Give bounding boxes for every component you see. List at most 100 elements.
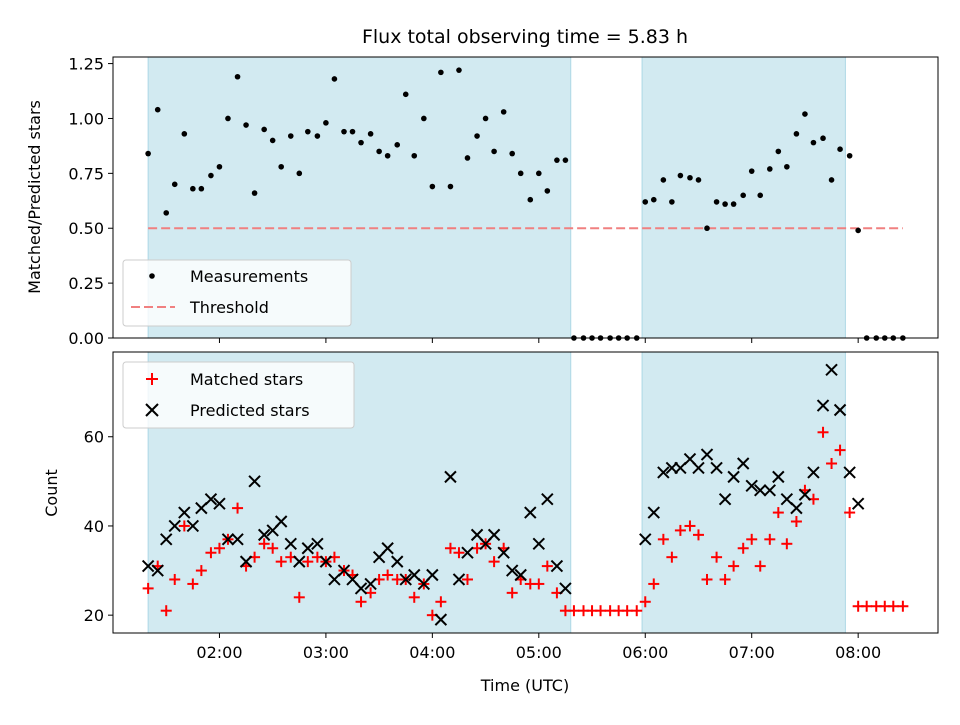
predicted-star-point xyxy=(790,501,803,515)
x-stroke-b xyxy=(780,492,794,506)
legend-matched-label: Matched stars xyxy=(190,370,303,389)
predicted-star-point xyxy=(328,573,341,586)
measurement-point xyxy=(660,177,667,183)
x-stroke-b xyxy=(301,542,315,555)
predicted-star-point xyxy=(301,542,315,555)
measurement-point xyxy=(438,69,444,76)
y-tick-label: 60 xyxy=(84,428,104,447)
predicted-star-point xyxy=(364,577,377,591)
measurement-point xyxy=(846,152,853,159)
x-stroke-b xyxy=(444,470,457,484)
x-stroke-b xyxy=(505,564,519,577)
x-tick-label: 07:00 xyxy=(729,643,775,662)
x-tick-label: 02:00 xyxy=(196,643,242,662)
x-stroke-b xyxy=(257,528,271,542)
x-stroke-b xyxy=(657,466,670,479)
bottom-y-axis-label: Count xyxy=(42,469,61,517)
measurement-point xyxy=(793,131,800,137)
measurement-point xyxy=(367,131,374,137)
measurement-point xyxy=(713,199,720,205)
predicted-star-point xyxy=(160,533,173,546)
bottom-axes-frame xyxy=(112,351,939,634)
matched-star-point xyxy=(887,600,899,612)
matched-star-point xyxy=(205,547,217,559)
matched-star-point xyxy=(772,507,784,519)
matched-star-point xyxy=(533,578,545,590)
measurement-point xyxy=(642,199,649,205)
predicted-star-point xyxy=(816,399,830,412)
x-stroke-b xyxy=(559,582,572,595)
matched-star-point xyxy=(382,569,394,581)
measurement-point xyxy=(269,137,276,144)
matched-star-point xyxy=(666,551,678,563)
x-stroke-b xyxy=(284,537,297,551)
x-stroke-b xyxy=(763,484,777,497)
measurement-point xyxy=(447,183,454,190)
y-tick-label: 0.75 xyxy=(68,164,104,183)
predicted-star-point xyxy=(754,484,767,497)
measurement-point xyxy=(722,201,728,207)
matched-star-point xyxy=(790,515,802,527)
matched-star-point xyxy=(541,560,553,572)
bottom-legend-box xyxy=(122,361,355,429)
predicted-star-point xyxy=(524,506,537,519)
matched-star-point xyxy=(754,560,766,572)
measurement-point xyxy=(828,177,835,183)
x-stroke-b xyxy=(674,461,687,475)
predicted-star-point xyxy=(399,573,412,586)
predicted-star-point xyxy=(381,542,394,555)
x-stroke-b xyxy=(524,506,537,519)
matched-star-point xyxy=(595,605,607,617)
measurement-point xyxy=(775,148,782,155)
top-axes-frame xyxy=(112,56,939,339)
measurement-point xyxy=(837,146,843,153)
matched-star-point xyxy=(187,578,199,590)
predicted-star-point xyxy=(674,461,687,475)
measurement-point xyxy=(421,115,427,122)
predicted-star-point xyxy=(178,506,191,519)
y-tick-label: 40 xyxy=(84,517,104,536)
predicted-star-point xyxy=(284,537,297,551)
measurement-point xyxy=(456,67,462,73)
predicted-star-point xyxy=(248,475,261,488)
top-legend-box xyxy=(122,259,352,327)
x-stroke-b xyxy=(851,497,865,510)
matched-star-point xyxy=(453,547,465,559)
matched-star-point xyxy=(728,560,740,572)
measurement-point xyxy=(287,133,294,139)
measurement-point xyxy=(687,174,693,181)
measurement-point xyxy=(225,115,231,122)
predicted-star-point xyxy=(692,461,705,475)
measurement-point xyxy=(358,139,364,146)
measurement-point xyxy=(234,73,241,80)
measurement-point xyxy=(527,196,534,203)
matched-star-point xyxy=(488,556,500,568)
matched-star-point xyxy=(160,605,172,617)
measurement-point xyxy=(376,148,382,155)
x-stroke-b xyxy=(833,403,847,417)
predicted-star-point xyxy=(141,559,155,573)
predicted-star-point xyxy=(639,533,652,546)
measurement-point xyxy=(145,150,151,157)
measurement-point xyxy=(740,192,746,199)
predicted-star-point xyxy=(257,528,271,542)
predicted-star-point xyxy=(186,519,200,533)
matched-star-point xyxy=(737,542,749,554)
measurement-point xyxy=(757,192,764,199)
matched-star-point xyxy=(701,573,713,585)
x-stroke-b xyxy=(754,484,767,497)
bottom-x-ticks: 02:00 03:00 04:00 05:00 06:00 07:00 08:00 xyxy=(196,633,881,662)
x-stroke-b xyxy=(354,582,368,595)
measurement-point xyxy=(820,135,826,142)
predicted-star-point xyxy=(718,492,732,506)
x-stroke-b xyxy=(798,488,812,501)
matched-star-point xyxy=(408,591,420,603)
predicted-star-point xyxy=(274,515,288,528)
bottom-legend: Matched stars Predicted stars xyxy=(122,361,355,429)
predicted-star-point xyxy=(195,501,208,515)
matched-star-point xyxy=(365,587,377,599)
measurement-point xyxy=(704,225,710,232)
shaded-band xyxy=(642,352,846,633)
